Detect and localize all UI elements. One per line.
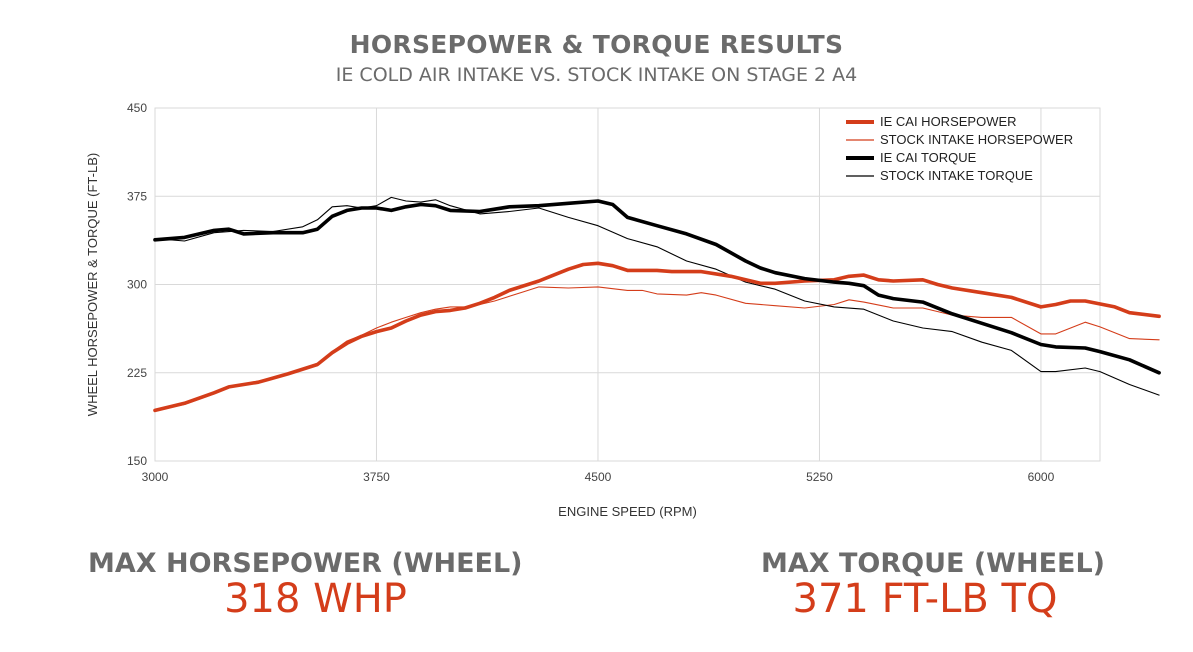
y-tick-label: 225 (127, 366, 147, 380)
y-tick-label: 450 (127, 101, 147, 115)
legend-entry-stock-intake-horsepower: STOCK INTAKE HORSEPOWER (880, 132, 1073, 147)
legend: IE CAI HORSEPOWER STOCK INTAKE HORSEPOWER… (846, 114, 1073, 183)
series-line-stock-intake-torque (154, 196, 1160, 396)
y-tick-label: 375 (127, 189, 147, 203)
series-line-stock-intake-horsepower (154, 286, 1160, 411)
legend-entry-ie-cai-torque: IE CAI TORQUE (880, 150, 977, 165)
x-tick-label: 3000 (142, 470, 169, 484)
legend-entry-ie-cai-horsepower: IE CAI HORSEPOWER (880, 114, 1017, 129)
x-tick-label: 3750 (363, 470, 390, 484)
chart-subtitle: IE COLD AIR INTAKE VS. STOCK INTAKE ON S… (335, 64, 858, 86)
x-tick-label: 4500 (585, 470, 612, 484)
max-torque-value: 371 FT-LB TQ (792, 576, 1058, 622)
y-axis-title: WHEEL HORSEPOWER & TORQUE (FT-LB) (85, 153, 100, 416)
max-horsepower-label: MAX HORSEPOWER (WHEEL) (88, 548, 523, 579)
y-tick-label: 300 (127, 278, 147, 292)
series-line-ie-cai-horsepower (153, 261, 1161, 413)
x-axis-title: ENGINE SPEED (RPM) (558, 504, 697, 519)
max-horsepower-value: 318 WHP (224, 576, 407, 622)
series-lines (153, 196, 1161, 413)
x-tick-label: 6000 (1028, 470, 1055, 484)
grid-lines (154, 107, 1101, 462)
dyno-chart: 150 225 300 375 450 3000 3750 4500 5250 6000 IE C… (85, 101, 1161, 519)
chart-title: HORSEPOWER & TORQUE RESULTS (349, 30, 844, 59)
series-line-ie-cai-torque (153, 199, 1161, 375)
x-tick-label: 5250 (806, 470, 833, 484)
legend-entry-stock-intake-torque: STOCK INTAKE TORQUE (880, 168, 1033, 183)
max-torque-label: MAX TORQUE (WHEEL) (760, 548, 1105, 579)
axis-ticks: 150 225 300 375 450 3000 3750 4500 5250 6000 (127, 101, 1055, 484)
y-tick-label: 150 (127, 454, 147, 468)
